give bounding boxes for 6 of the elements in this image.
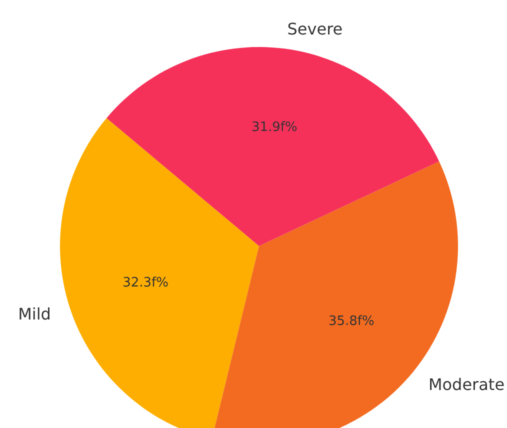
- data-label: 35.8f%: [328, 314, 374, 330]
- slice-label: Mild: [18, 304, 51, 324]
- data-label: 31.9f%: [251, 120, 298, 136]
- slice-label: Moderate: [428, 375, 505, 394]
- slice-label: Severe: [287, 19, 343, 38]
- data-label: 32.3f%: [122, 276, 168, 291]
